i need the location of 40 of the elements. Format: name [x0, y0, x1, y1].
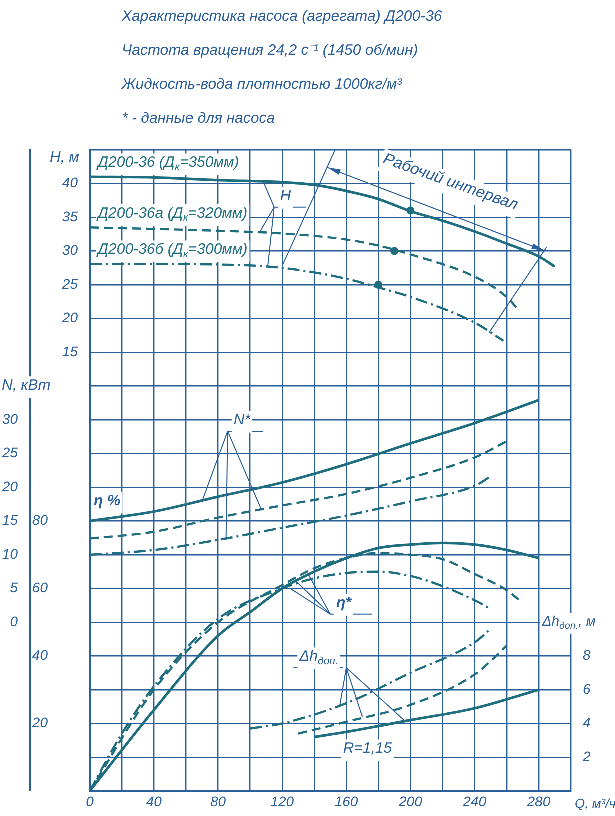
y2-tick-label: 5	[10, 580, 18, 596]
x-tick-label: 40	[146, 793, 162, 810]
y3-axis-title: η %	[94, 492, 121, 510]
text: Жидкость-вода плотностью 1000кг/м³	[122, 75, 404, 95]
y-tick-label: 2	[582, 748, 591, 764]
y2-axis-title: N, кВт	[2, 377, 51, 394]
annotation: R=1,15	[343, 740, 393, 758]
y3-tick-label: 80	[32, 512, 48, 528]
x-tick-label: 160	[334, 793, 358, 810]
y-tick-label: 8	[583, 647, 591, 664]
y2-tick-label: 20	[1, 478, 18, 494]
y2-tick-label: 15	[2, 512, 18, 528]
y-tick-label: 6	[583, 680, 591, 697]
y-tick-label: 15	[62, 343, 78, 360]
x-tick-label: 240	[462, 793, 487, 810]
x-tick-label: 120	[270, 793, 294, 810]
chart-subtitle: Частота вращения 24,2 с⁻¹ (1450 об/мин)	[122, 41, 420, 61]
y3-tick-label: 40	[32, 647, 48, 664]
annotation: η*	[336, 594, 353, 612]
y3-tick-label: 20	[31, 714, 48, 731]
annotation: N*	[234, 412, 252, 429]
y-tick-label: 40	[62, 174, 78, 191]
y-tick-label: 20	[61, 310, 78, 326]
x-tick-label: 200	[398, 793, 423, 810]
x-tick-label: 0	[86, 793, 94, 810]
y-tick-label: 30	[62, 242, 78, 258]
text: * - данные для насоса	[122, 109, 276, 129]
x-tick-label: 80	[210, 793, 226, 810]
y2-tick-label: 0	[10, 613, 18, 630]
y-tick-label: 35	[62, 208, 78, 224]
chart-title: Характеристика насоса (агрегата) Д200-36	[122, 7, 442, 27]
y3-tick-label: 60	[32, 580, 48, 596]
y2-tick-label: 10	[2, 546, 18, 562]
y-axis-title: H, м	[50, 149, 80, 166]
y-tick-label: 25	[61, 276, 78, 292]
y2-tick-label: 25	[1, 444, 18, 461]
y-tick-label: 4	[583, 714, 591, 731]
x-tick-label: 280	[526, 793, 551, 810]
annotation: Н	[280, 188, 292, 205]
y2-tick-label: 30	[2, 410, 18, 427]
